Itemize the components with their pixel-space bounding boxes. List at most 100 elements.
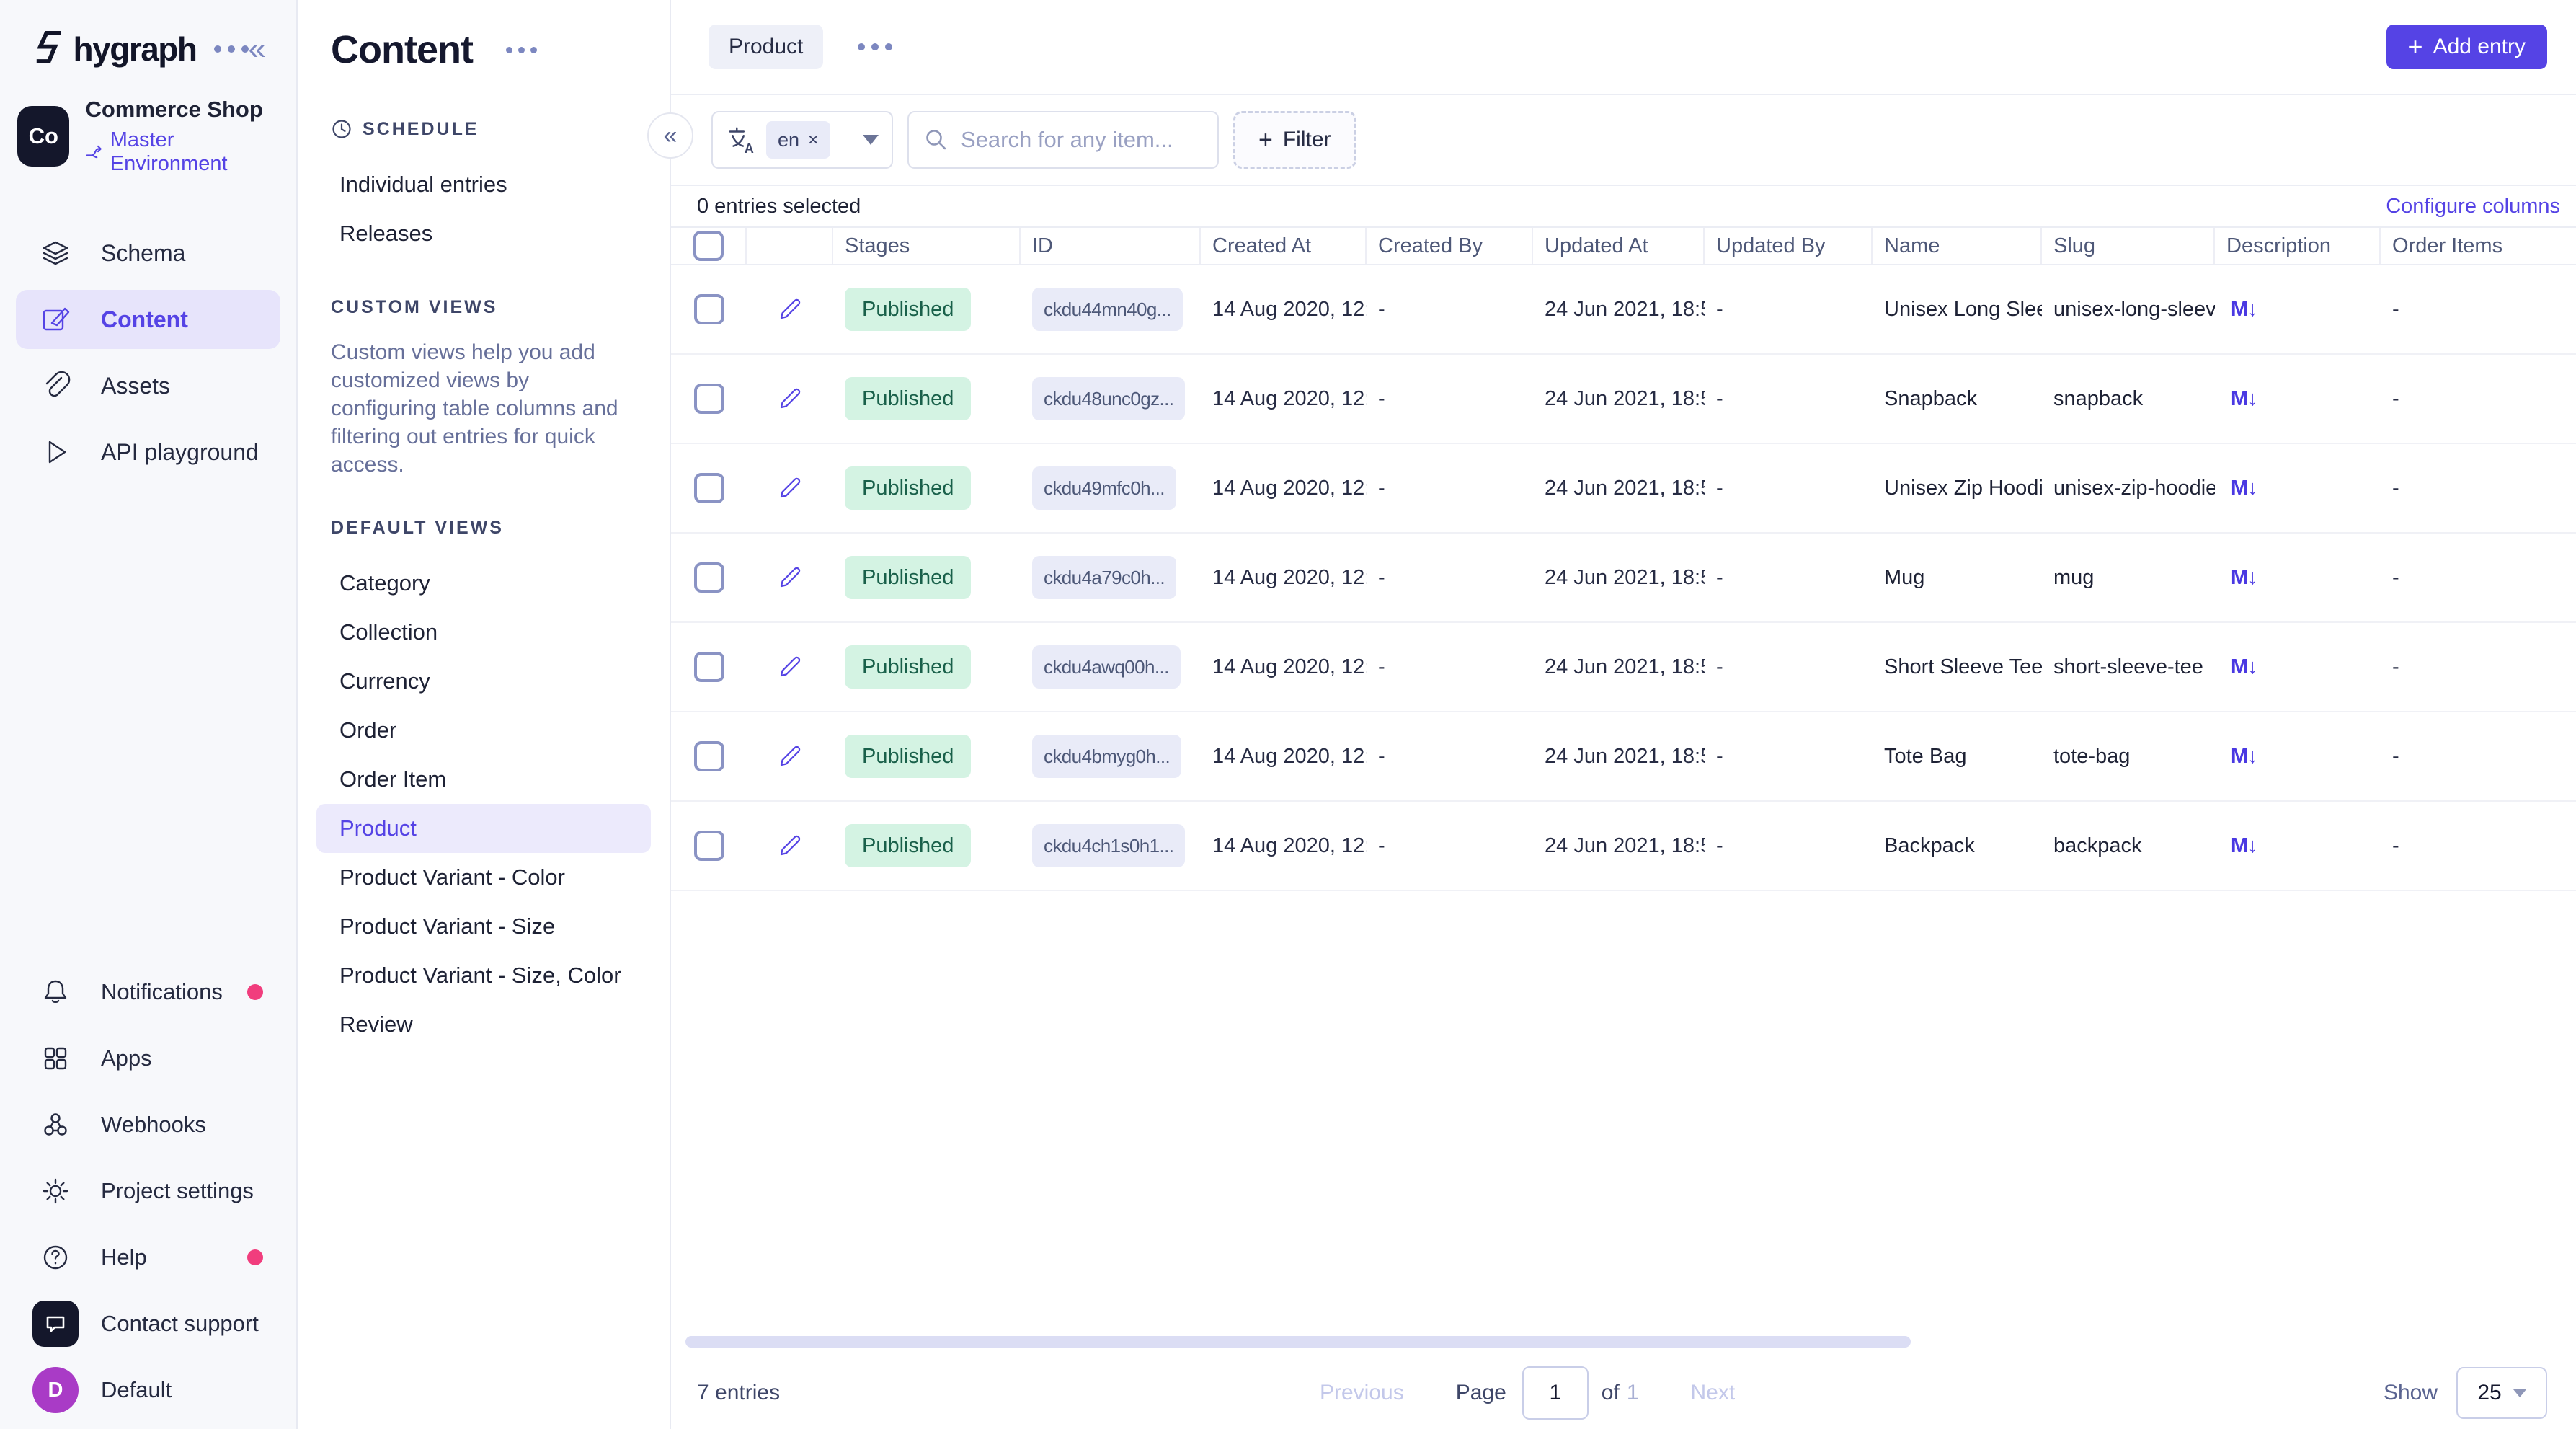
- column-header-updated-by[interactable]: Updated By: [1705, 228, 1873, 264]
- view-item-currency[interactable]: Currency: [298, 657, 670, 706]
- select-all-cell: [671, 228, 747, 264]
- view-item-product-variant-size-color[interactable]: Product Variant - Size, Color: [298, 951, 670, 1000]
- column-header-id[interactable]: ID: [1021, 228, 1201, 264]
- select-all-checkbox[interactable]: [693, 231, 724, 261]
- pencil-icon: [777, 386, 803, 412]
- column-header-created-by[interactable]: Created By: [1367, 228, 1533, 264]
- column-header-slug[interactable]: Slug: [2042, 228, 2215, 264]
- horizontal-scrollbar[interactable]: [685, 1336, 1911, 1348]
- environment-switcher[interactable]: Master Environment: [85, 128, 279, 176]
- row-checkbox[interactable]: [694, 741, 724, 771]
- view-item-order[interactable]: Order: [298, 706, 670, 755]
- paperclip-icon: [39, 369, 72, 402]
- view-item-product-variant-size[interactable]: Product Variant - Size: [298, 902, 670, 951]
- name-cell: Unisex Long Sleeve Tee: [1873, 265, 2042, 353]
- column-header-description[interactable]: Description: [2215, 228, 2381, 264]
- locale-select[interactable]: A en ×: [711, 111, 893, 169]
- search-input[interactable]: [961, 127, 1203, 153]
- name-cell: Snapback: [1873, 355, 2042, 443]
- edit-entry-button[interactable]: [747, 355, 833, 443]
- edit-entry-button[interactable]: [747, 444, 833, 532]
- row-checkbox[interactable]: [694, 294, 724, 324]
- column-header-name[interactable]: Name: [1873, 228, 2042, 264]
- updated-at-cell: 24 Jun 2021, 18:53: [1533, 355, 1705, 443]
- view-item-product-variant-color[interactable]: Product Variant - Color: [298, 853, 670, 902]
- column-header-created-at[interactable]: Created At: [1201, 228, 1367, 264]
- row-checkbox[interactable]: [694, 384, 724, 414]
- sidebar-item-project-settings[interactable]: Project settings: [16, 1158, 280, 1224]
- slug-cell: tote-bag: [2042, 712, 2215, 800]
- configure-columns-link[interactable]: Configure columns: [2386, 195, 2560, 218]
- created-at-cell: 14 Aug 2020, 12:56: [1201, 355, 1367, 443]
- view-item-product[interactable]: Product: [316, 804, 651, 853]
- add-entry-button[interactable]: + Add entry: [2386, 25, 2547, 69]
- slug-cell: unisex-zip-hoodie: [2042, 444, 2215, 532]
- sidebar-item-assets[interactable]: Assets: [16, 356, 280, 415]
- pencil-icon: [777, 743, 803, 769]
- sidebar-item-label: API playground: [101, 439, 259, 466]
- add-filter-button[interactable]: + Filter: [1233, 111, 1356, 169]
- schedule-item-individual-entries[interactable]: Individual entries: [298, 160, 670, 209]
- workspace-more-icon[interactable]: [214, 45, 249, 53]
- model-more-icon[interactable]: [858, 43, 892, 50]
- page-size-select[interactable]: 25: [2456, 1367, 2547, 1419]
- created-at-cell: 14 Aug 2020, 12:58: [1201, 712, 1367, 800]
- sidebar-item-label: Help: [101, 1244, 147, 1270]
- sidebar-item-notifications[interactable]: Notifications: [16, 959, 280, 1025]
- sidebar-item-apps[interactable]: Apps: [16, 1025, 280, 1092]
- order-items-cell: -: [2381, 712, 2576, 800]
- plus-icon: +: [1258, 126, 1273, 154]
- sidebar-item-api-playground[interactable]: API playground: [16, 422, 280, 482]
- next-page-button[interactable]: Next: [1691, 1381, 1736, 1405]
- search-icon: [923, 127, 949, 153]
- sidebar-item-contact-support[interactable]: Contact support: [16, 1291, 280, 1357]
- environment-name[interactable]: Master Environment: [110, 128, 279, 176]
- schedule-heading: SCHEDULE: [298, 118, 670, 140]
- gear-icon: [40, 1176, 71, 1206]
- row-checkbox[interactable]: [694, 831, 724, 861]
- updated-by-cell: -: [1705, 534, 1873, 621]
- sidebar-item-label: Content: [101, 306, 188, 333]
- sidebar-item-help[interactable]: Help: [16, 1224, 280, 1291]
- row-checkbox[interactable]: [694, 562, 724, 593]
- entries-selected-text: 0 entries selected: [697, 195, 861, 218]
- branch-icon: [85, 142, 103, 162]
- collapse-sidebar-icon[interactable]: «: [249, 33, 266, 65]
- updated-at-cell: 24 Jun 2021, 18:53: [1533, 265, 1705, 353]
- collapse-views-panel-button[interactable]: «: [647, 112, 693, 159]
- edit-entry-button[interactable]: [747, 712, 833, 800]
- order-items-cell: -: [2381, 355, 2576, 443]
- page-number-input[interactable]: [1522, 1366, 1589, 1420]
- edit-entry-button[interactable]: [747, 623, 833, 711]
- edit-entry-button[interactable]: [747, 802, 833, 890]
- edit-entry-button[interactable]: [747, 265, 833, 353]
- translate-icon: A: [726, 125, 756, 155]
- view-item-collection[interactable]: Collection: [298, 608, 670, 657]
- content-more-icon[interactable]: [506, 47, 537, 53]
- previous-page-button[interactable]: Previous: [1320, 1381, 1404, 1405]
- table-row: Published ckdu4a79c0h... 14 Aug 2020, 12…: [671, 534, 2576, 623]
- created-at-cell: 14 Aug 2020, 12:56: [1201, 444, 1367, 532]
- locale-chip[interactable]: en ×: [766, 121, 830, 159]
- sidebar-item-schema[interactable]: Schema: [16, 224, 280, 283]
- sidebar-item-user-default[interactable]: D Default: [16, 1357, 280, 1423]
- remove-locale-icon[interactable]: ×: [808, 130, 819, 151]
- schedule-item-releases[interactable]: Releases: [298, 209, 670, 258]
- search-box: [907, 111, 1219, 169]
- hygraph-logo-icon: [32, 28, 66, 70]
- edit-entry-button[interactable]: [747, 534, 833, 621]
- column-header-updated-at[interactable]: Updated At: [1533, 228, 1705, 264]
- column-header-stages[interactable]: Stages: [833, 228, 1021, 264]
- order-items-cell: -: [2381, 802, 2576, 890]
- sidebar-item-content[interactable]: Content: [16, 290, 280, 349]
- markdown-icon: M↓: [2226, 566, 2257, 590]
- table-row: Published ckdu4ch1s0h1... 14 Aug 2020, 1…: [671, 802, 2576, 891]
- view-item-order-item[interactable]: Order Item: [298, 755, 670, 804]
- row-checkbox[interactable]: [694, 473, 724, 503]
- sidebar-item-webhooks[interactable]: Webhooks: [16, 1092, 280, 1158]
- row-checkbox[interactable]: [694, 652, 724, 682]
- column-header-order-items[interactable]: Order Items: [2381, 228, 2576, 264]
- model-tab-product[interactable]: Product: [709, 25, 823, 69]
- view-item-category[interactable]: Category: [298, 559, 670, 608]
- view-item-review[interactable]: Review: [298, 1000, 670, 1049]
